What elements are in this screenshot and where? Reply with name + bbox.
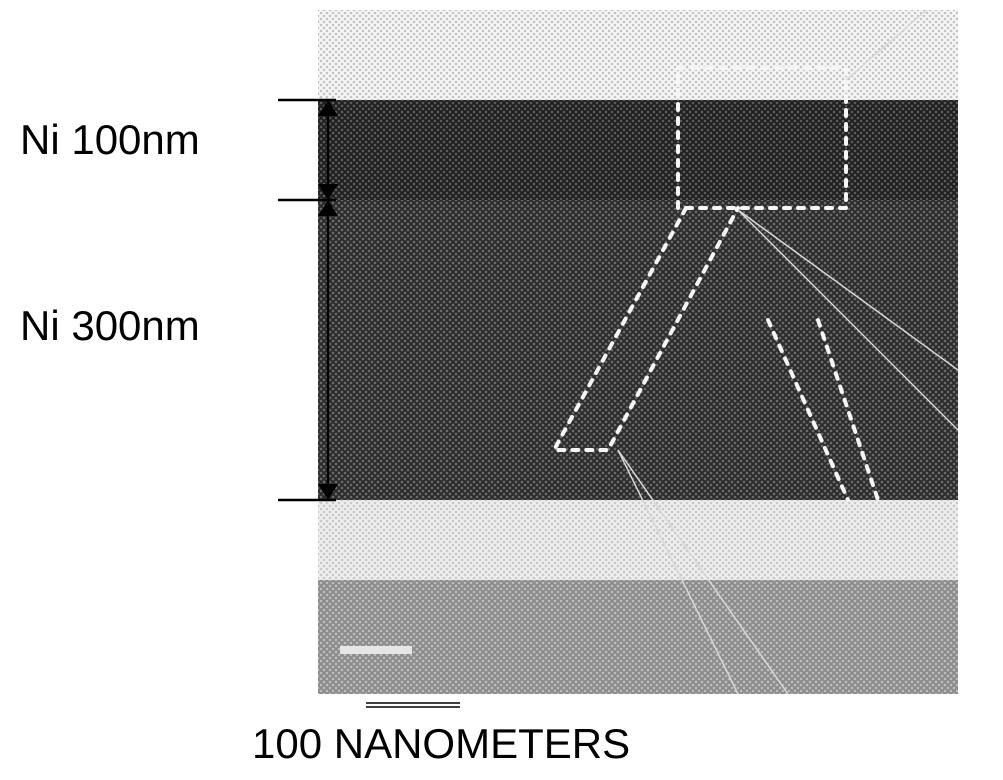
layer-ni-100	[318, 100, 958, 200]
microscopy-figure	[318, 10, 958, 694]
layer-top-light	[318, 10, 958, 100]
scale-bar-line	[366, 702, 460, 708]
label-scale: 100 NANOMETERS	[252, 720, 630, 768]
label-ni-100: Ni 100nm	[20, 116, 200, 164]
layer-mid-light	[318, 500, 958, 580]
embedded-scalebar	[340, 646, 412, 654]
layer-ni-300	[318, 200, 958, 500]
label-ni-300: Ni 300nm	[20, 302, 200, 350]
layer-bottom-gray	[318, 580, 958, 694]
